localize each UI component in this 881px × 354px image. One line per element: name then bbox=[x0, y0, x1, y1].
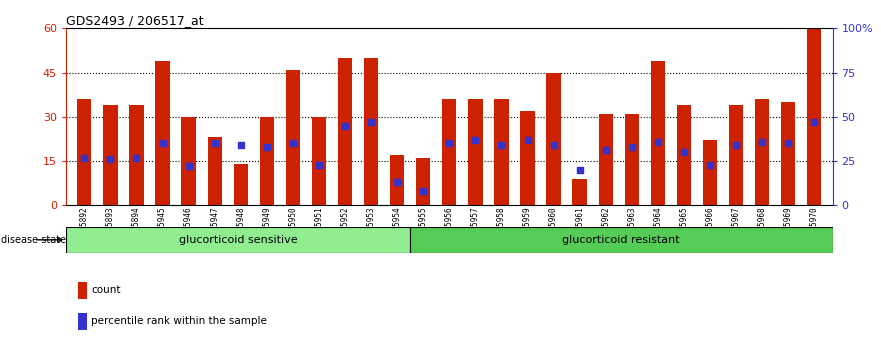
Bar bbox=[703, 141, 717, 205]
Point bbox=[469, 137, 483, 143]
Bar bbox=[598, 114, 613, 205]
Point bbox=[599, 148, 613, 153]
Point bbox=[546, 142, 560, 148]
Bar bbox=[573, 179, 587, 205]
Bar bbox=[78, 99, 92, 205]
Text: GDS2493 / 206517_at: GDS2493 / 206517_at bbox=[66, 14, 204, 27]
Point bbox=[155, 141, 169, 146]
Bar bbox=[208, 137, 222, 205]
Point bbox=[625, 144, 639, 150]
Bar bbox=[103, 105, 117, 205]
Text: percentile rank within the sample: percentile rank within the sample bbox=[92, 316, 267, 326]
Point bbox=[181, 164, 196, 169]
Point bbox=[807, 119, 821, 125]
Bar bbox=[130, 105, 144, 205]
Point bbox=[208, 141, 222, 146]
Bar bbox=[677, 105, 691, 205]
Bar bbox=[337, 58, 352, 205]
Bar bbox=[390, 155, 404, 205]
Point bbox=[651, 139, 665, 144]
Point bbox=[285, 141, 300, 146]
Bar bbox=[521, 111, 535, 205]
Point bbox=[338, 123, 352, 129]
Point bbox=[260, 144, 274, 150]
Point bbox=[442, 141, 456, 146]
Point bbox=[781, 141, 796, 146]
Point bbox=[103, 156, 117, 162]
Bar bbox=[285, 70, 300, 205]
Bar bbox=[78, 281, 86, 299]
Point bbox=[755, 139, 769, 144]
Text: disease state: disease state bbox=[2, 235, 66, 245]
Bar bbox=[546, 73, 561, 205]
Point bbox=[233, 142, 248, 148]
Point bbox=[703, 162, 717, 167]
Bar bbox=[364, 58, 378, 205]
Bar bbox=[729, 105, 744, 205]
Bar bbox=[468, 99, 483, 205]
Point bbox=[130, 155, 144, 160]
Point bbox=[390, 179, 404, 185]
Point bbox=[364, 119, 378, 125]
Bar bbox=[260, 117, 274, 205]
Point bbox=[677, 149, 691, 155]
Bar bbox=[442, 99, 456, 205]
Bar bbox=[651, 61, 665, 205]
Bar bbox=[755, 99, 769, 205]
Bar bbox=[233, 164, 248, 205]
Bar bbox=[781, 102, 796, 205]
Text: glucorticoid sensitive: glucorticoid sensitive bbox=[179, 235, 297, 245]
Bar bbox=[807, 28, 821, 205]
Bar bbox=[66, 227, 410, 253]
Bar bbox=[312, 117, 326, 205]
Point bbox=[416, 188, 430, 194]
Bar bbox=[410, 227, 833, 253]
Bar bbox=[78, 313, 86, 330]
Point bbox=[573, 167, 587, 173]
Point bbox=[729, 142, 744, 148]
Bar bbox=[416, 158, 431, 205]
Point bbox=[312, 162, 326, 167]
Point bbox=[78, 155, 92, 160]
Bar bbox=[181, 117, 196, 205]
Point bbox=[521, 137, 535, 143]
Point bbox=[494, 142, 508, 148]
Bar bbox=[155, 61, 170, 205]
Text: glucorticoid resistant: glucorticoid resistant bbox=[562, 235, 680, 245]
Text: count: count bbox=[92, 285, 121, 295]
Bar bbox=[494, 99, 508, 205]
Bar bbox=[625, 114, 639, 205]
